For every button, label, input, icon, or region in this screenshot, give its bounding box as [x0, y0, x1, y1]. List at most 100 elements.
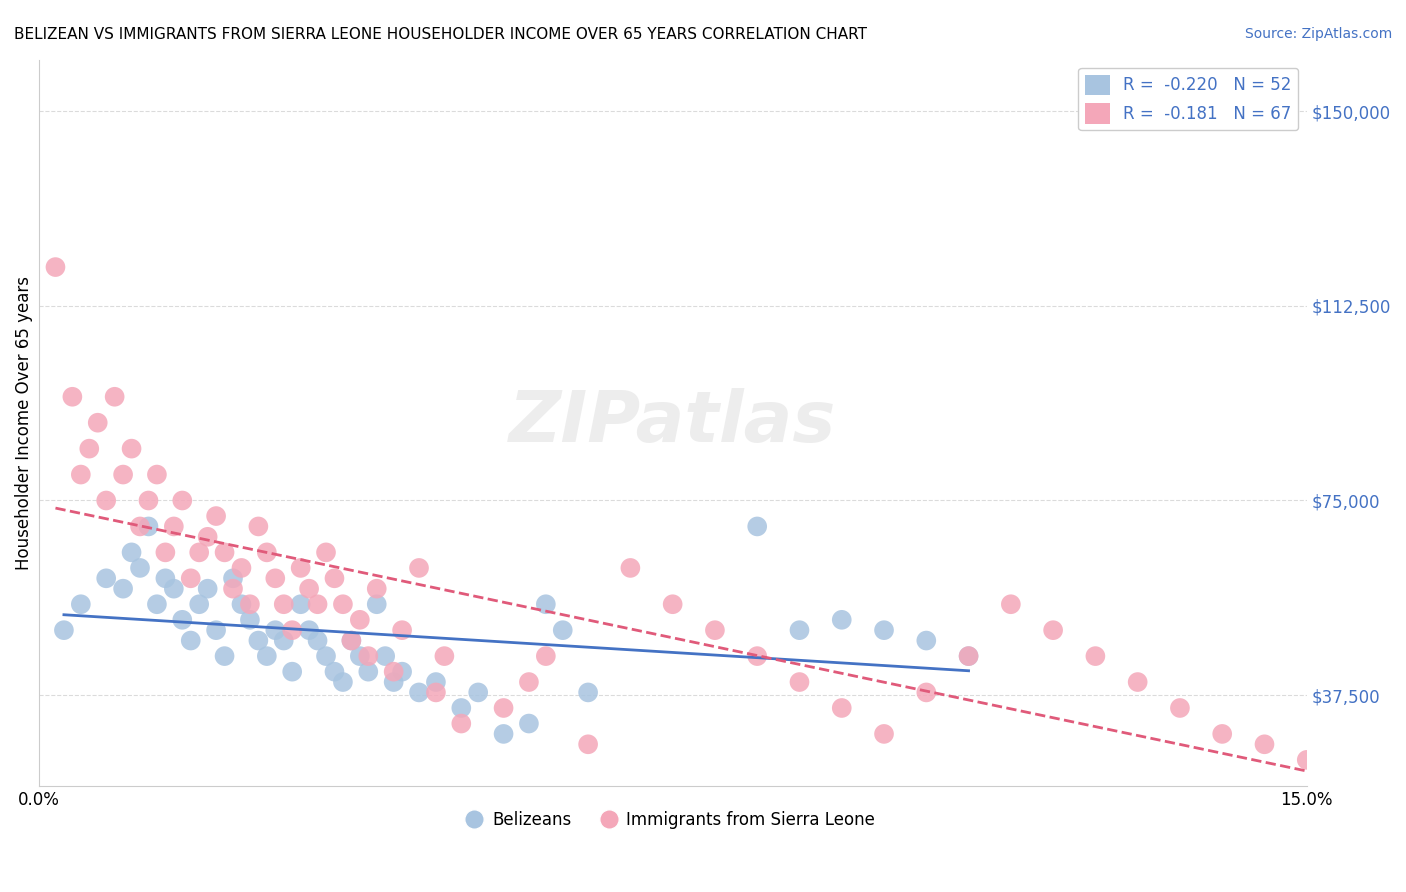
Point — [52, 623, 75, 637]
Point — [239, 613, 262, 627]
Point — [1084, 649, 1107, 664]
Point — [1295, 753, 1317, 767]
Point — [534, 597, 557, 611]
Point — [205, 623, 228, 637]
Text: BELIZEAN VS IMMIGRANTS FROM SIERRA LEONE HOUSEHOLDER INCOME OVER 65 YEARS CORREL: BELIZEAN VS IMMIGRANTS FROM SIERRA LEONE… — [14, 27, 868, 42]
Point — [197, 582, 219, 596]
Point — [747, 519, 769, 533]
Point — [197, 530, 219, 544]
Point — [96, 493, 118, 508]
Point — [69, 467, 91, 482]
Point — [87, 416, 110, 430]
Point — [247, 519, 270, 533]
Point — [104, 390, 127, 404]
Point — [273, 597, 295, 611]
Point — [349, 649, 371, 664]
Point — [44, 260, 66, 274]
Point — [873, 623, 896, 637]
Point — [340, 633, 363, 648]
Point — [382, 665, 405, 679]
Point — [789, 623, 811, 637]
Point — [408, 685, 430, 699]
Point — [1211, 727, 1233, 741]
Point — [450, 701, 472, 715]
Point — [332, 675, 354, 690]
Point — [239, 597, 262, 611]
Point — [138, 493, 160, 508]
Point — [298, 623, 321, 637]
Point — [79, 442, 101, 456]
Point — [112, 467, 135, 482]
Point — [138, 519, 160, 533]
Point — [391, 623, 413, 637]
Point — [273, 633, 295, 648]
Point — [349, 613, 371, 627]
Point — [205, 509, 228, 524]
Point — [517, 675, 540, 690]
Point — [366, 597, 388, 611]
Point — [129, 561, 152, 575]
Point — [315, 545, 337, 559]
Point — [256, 545, 278, 559]
Point — [517, 716, 540, 731]
Point — [1042, 623, 1064, 637]
Point — [256, 649, 278, 664]
Point — [222, 571, 245, 585]
Legend: Belizeans, Immigrants from Sierra Leone: Belizeans, Immigrants from Sierra Leone — [464, 805, 882, 836]
Point — [231, 561, 253, 575]
Point — [492, 701, 515, 715]
Point — [121, 442, 143, 456]
Point — [534, 649, 557, 664]
Point — [155, 545, 177, 559]
Point — [831, 613, 853, 627]
Point — [264, 571, 287, 585]
Point — [281, 623, 304, 637]
Point — [315, 649, 337, 664]
Y-axis label: Householder Income Over 65 years: Householder Income Over 65 years — [15, 276, 32, 570]
Point — [180, 571, 202, 585]
Point — [425, 675, 447, 690]
Point — [264, 623, 287, 637]
Point — [366, 582, 388, 596]
Point — [307, 597, 329, 611]
Point — [374, 649, 396, 664]
Point — [163, 582, 186, 596]
Point — [873, 727, 896, 741]
Point — [307, 633, 329, 648]
Point — [382, 675, 405, 690]
Point — [831, 701, 853, 715]
Point — [450, 716, 472, 731]
Point — [155, 571, 177, 585]
Point — [146, 467, 169, 482]
Point — [214, 649, 236, 664]
Point — [703, 623, 725, 637]
Point — [281, 665, 304, 679]
Point — [146, 597, 169, 611]
Point — [915, 685, 938, 699]
Point — [957, 649, 980, 664]
Text: ZIPatlas: ZIPatlas — [509, 388, 837, 458]
Point — [188, 545, 211, 559]
Point — [69, 597, 91, 611]
Point — [1337, 768, 1360, 782]
Point — [332, 597, 354, 611]
Point — [129, 519, 152, 533]
Point — [323, 665, 346, 679]
Point — [492, 727, 515, 741]
Point — [789, 675, 811, 690]
Point — [747, 649, 769, 664]
Point — [96, 571, 118, 585]
Point — [1253, 737, 1275, 751]
Point — [425, 685, 447, 699]
Point — [467, 685, 489, 699]
Point — [172, 613, 194, 627]
Point — [408, 561, 430, 575]
Point — [576, 685, 599, 699]
Point — [957, 649, 980, 664]
Point — [290, 561, 312, 575]
Point — [112, 582, 135, 596]
Point — [576, 737, 599, 751]
Point — [551, 623, 574, 637]
Point — [357, 649, 380, 664]
Point — [357, 665, 380, 679]
